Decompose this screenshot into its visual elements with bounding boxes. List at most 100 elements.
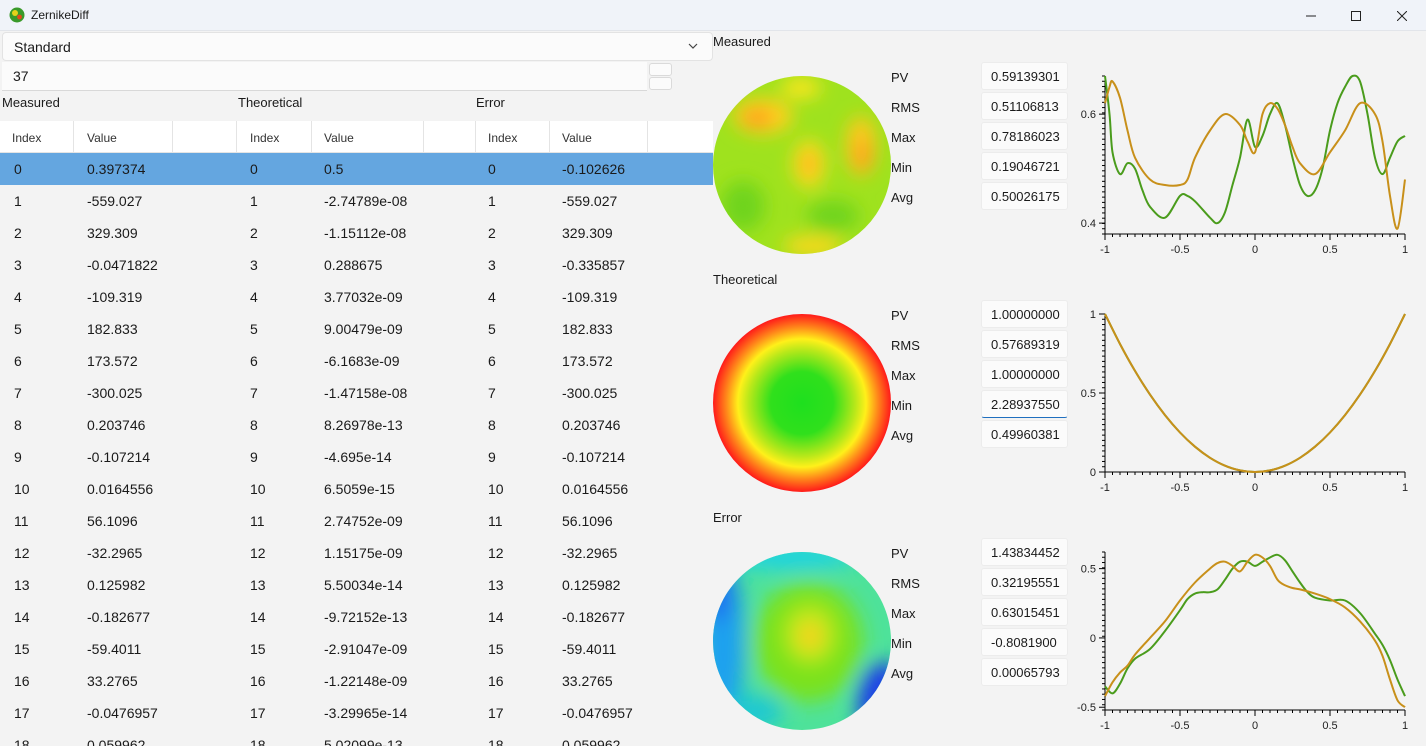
measured-avg-value[interactable]: 0.50026175 [981,182,1068,210]
x-tick-label: -1 [1100,244,1110,256]
theoretical-index-header[interactable]: Index [237,121,312,153]
table-row[interactable]: 16 33.2765 16 -1.22148e-09 16 33.2765 [0,665,713,697]
chevron-down-icon [688,43,698,49]
error-value-cell: 0.203746 [562,417,621,433]
measured-min-value[interactable]: 0.19046721 [981,152,1068,180]
measured-index-header[interactable]: Index [0,121,74,153]
theoretical-pv-value[interactable]: 1.00000000 [981,300,1068,328]
measured-value-cell: 329.309 [87,225,138,241]
table-row[interactable]: 18 0.059962 18 5.02099e-13 18 0.059962 [0,729,713,746]
table-row[interactable]: 0 0.397374 0 0.5 0 -0.102626 [0,153,713,185]
theoretical-value-header[interactable]: Value [312,121,424,153]
error-value-cell: 0.125982 [562,577,621,593]
table-row[interactable]: 6 173.572 6 -6.1683e-09 6 173.572 [0,345,713,377]
table-row[interactable]: 15 -59.4011 15 -2.91047e-09 15 -59.4011 [0,633,713,665]
table-header: Index Value Index Value Index Value [0,121,713,153]
error-value-cell: 0.0164556 [562,481,629,497]
coefficient-table-body: 0 0.397374 0 0.5 0 -0.102626 1 -559.027 1 -2.7478… [0,153,713,746]
table-row[interactable]: 4 -109.319 4 3.77032e-09 4 -109.319 [0,281,713,313]
table-row[interactable]: 13 0.125982 13 5.50034e-14 13 0.125982 [0,569,713,601]
error-value-cell: -0.0476957 [562,705,633,721]
error-table-label: Error [476,95,505,110]
measured-index-cell: 9 [14,449,22,465]
theoretical-value-cell: -9.72152e-13 [324,609,408,625]
measured-value-cell: -32.2965 [87,545,143,561]
error-index-cell: 9 [488,449,496,465]
maximize-icon [1351,10,1361,21]
measured-value-cell: 33.2765 [87,673,138,689]
close-button[interactable] [1379,0,1425,31]
series-line-gold [1104,313,1406,474]
table-row[interactable]: 17 -0.0476957 17 -3.29965e-14 17 -0.0476957 [0,697,713,729]
mode-dropdown[interactable]: Standard [2,32,713,61]
x-tick-label: 0 [1252,720,1258,732]
measured-value-cell: 173.572 [87,353,138,369]
error-min-value[interactable]: -0.8081900 [981,628,1068,656]
window-title: ZernikeDiff [31,8,89,22]
table-row[interactable]: 12 -32.2965 12 1.15175e-09 12 -32.2965 [0,537,713,569]
error-avg-value[interactable]: 0.00065793 [981,658,1068,686]
measured-index-cell: 10 [14,481,30,497]
y-tick-label: 1 [1090,309,1096,321]
theoretical-index-cell: 5 [250,321,258,337]
spin-down-button[interactable] [649,77,672,90]
minimize-icon [1306,15,1316,16]
theoretical-min-value[interactable]: 2.28937550 [981,390,1068,418]
table-row[interactable]: 3 -0.0471822 3 0.288675 3 -0.335857 [0,249,713,281]
theoretical-rms-value[interactable]: 0.57689319 [981,330,1068,358]
theoretical-avg-value[interactable]: 0.49960381 [981,420,1068,448]
maximize-button[interactable] [1333,0,1379,31]
y-tick-label: 0 [1090,633,1096,645]
error-rms-value[interactable]: 0.32195551 [981,568,1068,596]
error-index-cell: 1 [488,193,496,209]
table-row[interactable]: 10 0.0164556 10 6.5059e-15 10 0.0164556 [0,473,713,505]
theoretical-index-cell: 11 [250,513,265,529]
close-icon [1397,10,1407,21]
table-row[interactable]: 11 56.1096 11 2.74752e-09 11 56.1096 [0,505,713,537]
theoretical-index-cell: 17 [250,705,266,721]
error-rms-label: RMS [891,576,920,591]
theoretical-value-cell: 5.02099e-13 [324,737,403,746]
measured-pv-value[interactable]: 0.59139301 [981,62,1068,90]
measured-wavefront-map [713,76,891,254]
measured-index-cell: 3 [14,257,22,273]
table-row[interactable]: 5 182.833 5 9.00479e-09 5 182.833 [0,313,713,345]
table-row[interactable]: 2 329.309 2 -1.15112e-08 2 329.309 [0,217,713,249]
theoretical-index-cell: 2 [250,225,258,241]
measured-index-cell: 14 [14,609,30,625]
measured-max-value[interactable]: 0.78186023 [981,122,1068,150]
error-index-cell: 2 [488,225,496,241]
minimize-button[interactable] [1288,0,1334,31]
x-tick-label: -0.5 [1171,244,1190,256]
error-value-header[interactable]: Value [550,121,648,153]
measured-index-cell: 7 [14,385,22,401]
error-max-value[interactable]: 0.63015451 [981,598,1068,626]
measured-value-header[interactable]: Value [74,121,173,153]
measured-rms-value[interactable]: 0.51106813 [981,92,1068,120]
table-row[interactable]: 1 -559.027 1 -2.74789e-08 1 -559.027 [0,185,713,217]
theoretical-max-value[interactable]: 1.00000000 [981,360,1068,388]
measured-value-cell: 0.0164556 [87,481,154,497]
table-row[interactable]: 8 0.203746 8 8.26978e-13 8 0.203746 [0,409,713,441]
table-row[interactable]: 7 -300.025 7 -1.47158e-08 7 -300.025 [0,377,713,409]
theoretical-spacer-header [424,121,476,153]
theoretical-index-cell: 6 [250,353,258,369]
measured-avg-label: Avg [891,190,914,205]
table-row[interactable]: 9 -0.107214 9 -4.695e-14 9 -0.107214 [0,441,713,473]
measured-index-cell: 17 [14,705,30,721]
measured-index-cell: 2 [14,225,22,241]
error-index-header[interactable]: Index [476,121,550,153]
error-value-cell: 0.059962 [562,737,621,746]
term-count-input[interactable] [13,68,613,84]
error-pv-value[interactable]: 1.43834452 [981,538,1068,566]
error-value-cell: 173.572 [562,353,613,369]
theoretical-value-cell: -3.29965e-14 [324,705,408,721]
error-avg-label: Avg [891,666,914,681]
theoretical-index-cell: 8 [250,417,258,433]
spin-up-button[interactable] [649,63,672,76]
y-tick-label: 0 [1090,467,1096,479]
table-row[interactable]: 14 -0.182677 14 -9.72152e-13 14 -0.182677 [0,601,713,633]
term-count-field[interactable] [2,62,647,91]
error-value-cell: -0.182677 [562,609,626,625]
theoretical-value-cell: 3.77032e-09 [324,289,403,305]
